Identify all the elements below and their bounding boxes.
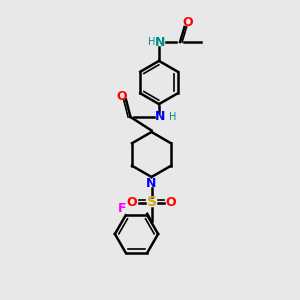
Text: N: N <box>155 110 166 124</box>
Text: O: O <box>127 196 137 209</box>
Text: O: O <box>166 196 176 209</box>
Text: H: H <box>148 37 155 47</box>
Text: H: H <box>169 112 176 122</box>
Text: N: N <box>146 177 157 190</box>
Text: N: N <box>155 35 166 49</box>
Text: O: O <box>116 89 127 103</box>
Text: O: O <box>182 16 193 29</box>
Text: S: S <box>146 196 157 209</box>
Text: F: F <box>118 202 126 215</box>
